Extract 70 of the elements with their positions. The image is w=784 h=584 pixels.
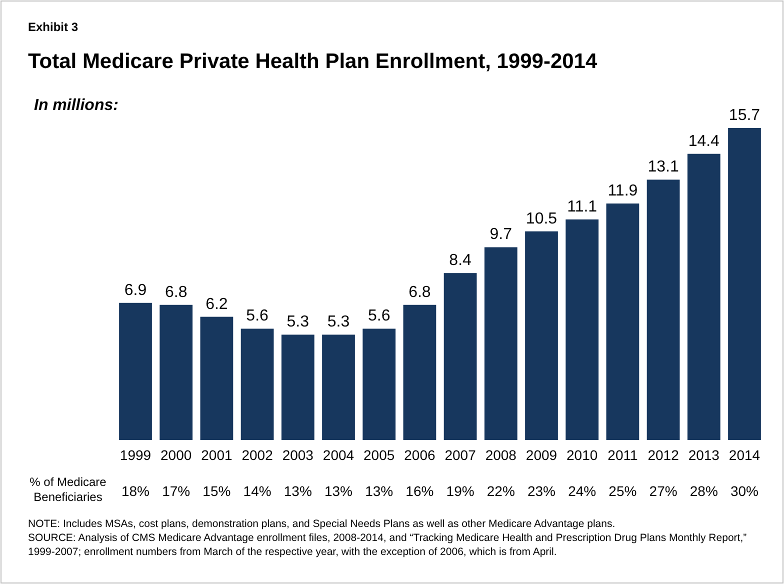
x-tick-label: 2009: [526, 446, 558, 463]
data-label: 6.9: [124, 282, 147, 299]
x-tick-label: 2004: [322, 446, 354, 463]
x-tick-label: 2003: [282, 446, 314, 463]
bar: [200, 316, 234, 440]
bar: [322, 334, 355, 440]
x-tick-label: 2006: [404, 446, 436, 463]
bar: [728, 128, 761, 440]
bar: [281, 334, 314, 440]
text: 23%: [527, 483, 556, 499]
x-tick-label: 2013: [688, 446, 720, 463]
text: 19%: [446, 483, 474, 499]
text: NOTE: Includes MSAs, cost plans, demonstration plans, and Special Needs Plans as well as other Medicare Advantage plans.: [28, 518, 616, 530]
text: 15%: [202, 483, 231, 499]
data-label: 8.4: [449, 252, 472, 270]
data-label: 13.1: [648, 158, 679, 176]
text: 28%: [690, 483, 718, 499]
text: 22%: [486, 483, 515, 499]
x-tick-label: 2005: [364, 446, 395, 463]
data-label: 5.6: [246, 308, 269, 325]
text: 13%: [324, 483, 353, 499]
data-label: 15.7: [728, 107, 760, 124]
text: 14%: [243, 483, 272, 499]
text: 24%: [568, 483, 596, 499]
text: 17%: [162, 483, 190, 499]
x-tick-label: 2014: [728, 446, 760, 463]
data-label: 6.2: [206, 296, 228, 313]
text: 27%: [649, 483, 678, 499]
data-label: 11.9: [608, 182, 638, 200]
text: 30%: [730, 483, 759, 499]
chart-title: Total Medicare Private Health Plan Enrollment, 1999-2014: [28, 50, 598, 73]
bar: [362, 328, 396, 440]
text: 18%: [121, 483, 150, 499]
text: 13%: [284, 483, 312, 499]
data-label: 11.1: [567, 198, 598, 216]
x-tick-label: 2002: [242, 446, 274, 463]
text: Exhibit 3: [28, 20, 78, 34]
text: % of Medicare Beneficiaries: [30, 475, 107, 504]
x-tick-label: 2010: [566, 446, 598, 463]
bar: [687, 154, 720, 440]
data-label: 5.3: [327, 314, 350, 331]
bar: [646, 180, 680, 440]
bar: [566, 219, 599, 440]
bar: [525, 231, 558, 440]
chart-subtitle: In millions:: [34, 97, 118, 114]
text: 13%: [365, 483, 394, 499]
bar: [240, 328, 274, 440]
bar: [606, 204, 640, 440]
bar: [444, 273, 477, 440]
x-tick-label: 2008: [485, 446, 517, 463]
text: 16%: [406, 483, 434, 499]
data-label: 5.6: [368, 308, 390, 325]
bar: [119, 302, 152, 440]
x-tick-label: 2011: [608, 446, 638, 463]
x-tick-label: 2012: [648, 446, 680, 463]
data-label: 10.5: [526, 210, 558, 228]
x-tick-label: 2007: [444, 446, 476, 463]
bar: [484, 247, 518, 440]
data-label: 9.7: [490, 226, 512, 244]
bar: [403, 304, 436, 440]
x-tick-label: 2000: [160, 446, 192, 463]
x-tick-label: 1999: [120, 446, 152, 463]
data-label: 6.8: [164, 284, 188, 301]
text: 25%: [608, 483, 637, 499]
source-note: SOURCE: Analysis of CMS Medicare Advantage enrollment files, 2008-2014, and “Tracking Medicare Health and Prescription Drug Plans Monthly Report,” 1999-2007; enrollment numbers from March of the respective year, with the exception of 2006, which is from April.: [28, 532, 748, 558]
x-tick-label: 2001: [201, 446, 232, 463]
data-label: 14.4: [688, 132, 720, 150]
data-label: 5.3: [286, 314, 310, 331]
bar: [160, 304, 193, 440]
data-label: 6.8: [408, 284, 431, 301]
